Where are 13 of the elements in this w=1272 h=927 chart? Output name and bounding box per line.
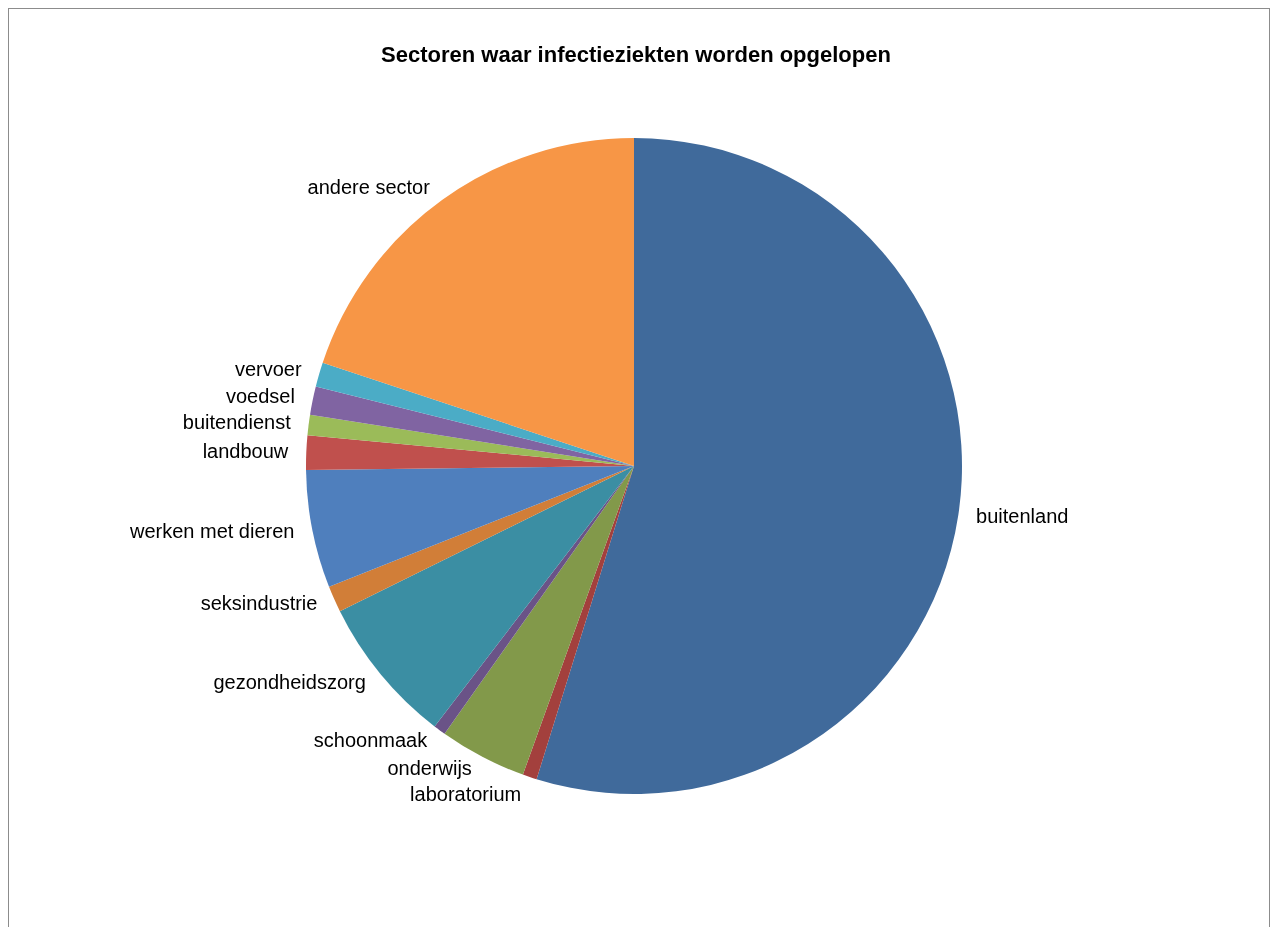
slice-label: landbouw [202,439,289,462]
slice-label: gezondheidszorg [213,670,366,693]
slice-label: buitendienst [182,411,292,434]
slice-label: werken met dieren [128,519,295,542]
slice-label: buitenland [976,504,1069,527]
slice-label: andere sector [307,176,431,199]
slice-label: laboratorium [410,782,522,805]
slice-label: vervoer [234,358,302,381]
slice-label: schoonmaak [313,728,429,751]
chart-title: Sectoren waar infectieziekten worden opgelopen [380,42,892,68]
slice-label: onderwijs [387,756,472,779]
slice-label: voedsel [225,385,295,408]
slice-label: seksindustrie [200,592,318,615]
